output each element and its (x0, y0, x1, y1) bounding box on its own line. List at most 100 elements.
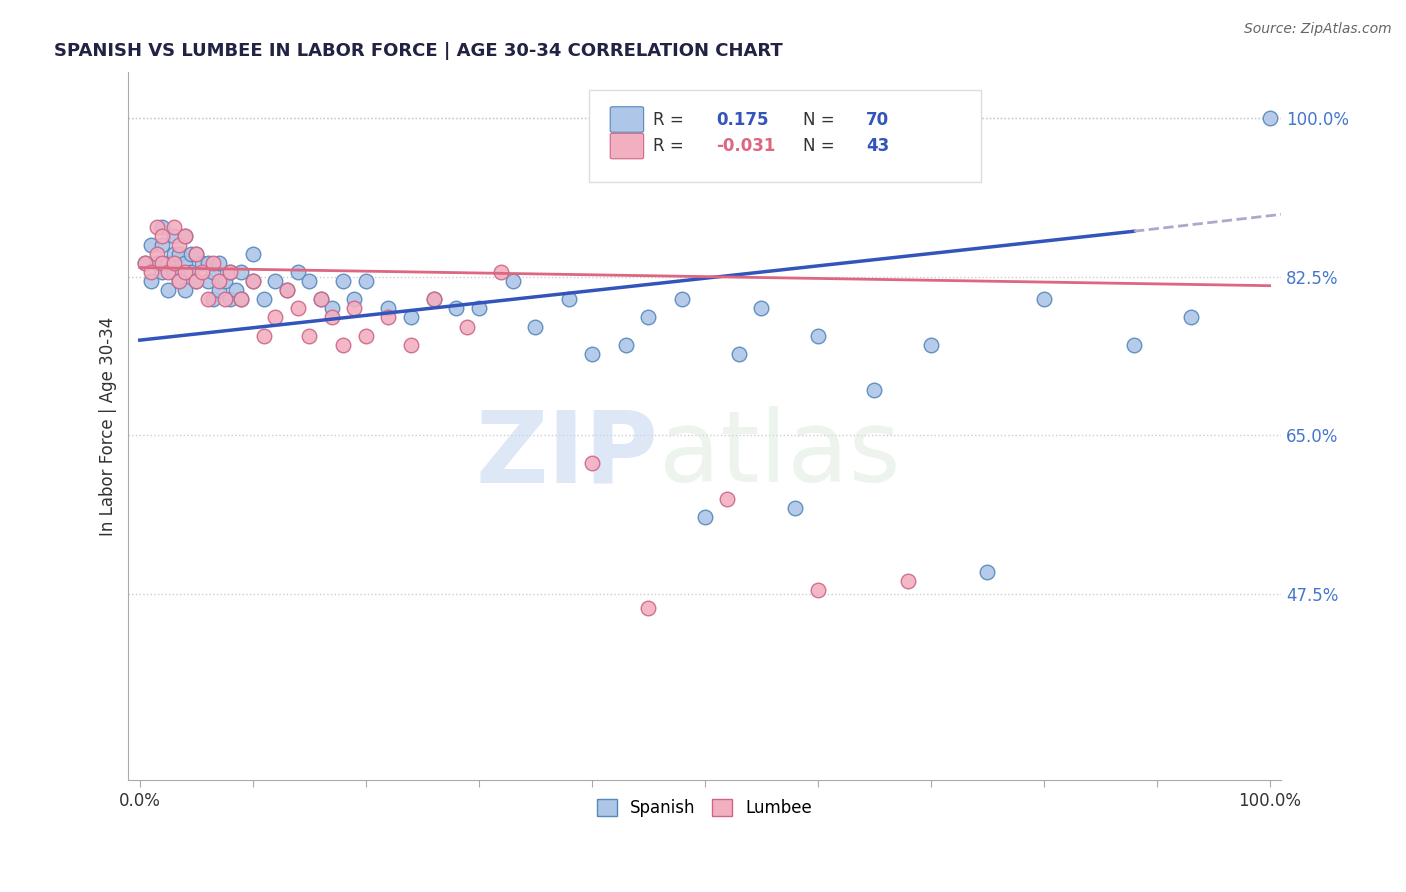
Point (134, 256, 156, 270)
Text: 70: 70 (866, 111, 889, 128)
Point (202, 256, 225, 270)
Point (264, 274, 287, 288)
Point (897, 574, 920, 588)
Point (637, 600, 659, 615)
Point (920, 337, 942, 351)
Point (231, 293, 253, 307)
Point (231, 293, 253, 307)
Point (491, 265, 513, 279)
Point (422, 293, 444, 307)
Point (186, 247, 208, 261)
Point (157, 265, 180, 279)
Point (186, 274, 208, 288)
Text: -0.031: -0.031 (716, 137, 776, 155)
Point (332, 274, 354, 288)
Point (253, 293, 276, 307)
Point (581, 456, 603, 470)
Point (671, 293, 693, 307)
Point (174, 283, 197, 297)
Point (693, 510, 716, 524)
Point (253, 328, 276, 343)
Point (174, 256, 197, 270)
Point (321, 310, 343, 325)
Point (163, 219, 186, 234)
Point (422, 293, 444, 307)
Point (208, 283, 231, 297)
Point (309, 293, 332, 307)
Point (163, 247, 186, 261)
Text: R =: R = (652, 137, 689, 155)
Point (524, 319, 547, 334)
Point (231, 265, 253, 279)
Point (186, 247, 208, 261)
Point (150, 238, 173, 252)
Point (208, 256, 231, 270)
Point (287, 301, 309, 316)
Point (309, 293, 332, 307)
Text: R =: R = (652, 111, 689, 128)
Point (150, 256, 173, 270)
Text: atlas: atlas (658, 406, 900, 503)
Point (637, 310, 659, 325)
Point (1123, 337, 1146, 351)
Text: ZIP: ZIP (475, 406, 658, 503)
Point (863, 383, 886, 397)
Point (298, 274, 321, 288)
FancyBboxPatch shape (610, 133, 644, 159)
Point (174, 265, 197, 279)
Point (197, 274, 219, 288)
Point (174, 228, 197, 243)
Point (174, 228, 197, 243)
Point (1032, 293, 1054, 307)
Text: SPANISH VS LUMBEE IN LABOR FORCE | AGE 30-34 CORRELATION CHART: SPANISH VS LUMBEE IN LABOR FORCE | AGE 3… (53, 42, 782, 60)
Point (1180, 310, 1202, 325)
Text: 0.175: 0.175 (716, 111, 769, 128)
Point (169, 247, 191, 261)
Point (343, 301, 366, 316)
Point (727, 347, 749, 361)
Point (276, 283, 298, 297)
Point (145, 247, 167, 261)
Point (169, 274, 191, 288)
Point (169, 274, 191, 288)
Point (502, 274, 524, 288)
Point (298, 328, 321, 343)
Point (444, 301, 467, 316)
Point (202, 265, 225, 279)
Point (785, 501, 807, 516)
Point (150, 265, 173, 279)
Text: N =: N = (803, 137, 839, 155)
Text: Source: ZipAtlas.com: Source: ZipAtlas.com (1244, 22, 1392, 37)
Point (219, 293, 242, 307)
Point (558, 293, 581, 307)
Y-axis label: In Labor Force | Age 30-34: In Labor Force | Age 30-34 (100, 317, 117, 536)
Point (354, 328, 377, 343)
Point (399, 310, 422, 325)
Point (242, 274, 264, 288)
Point (264, 310, 287, 325)
Point (399, 337, 422, 351)
Point (354, 274, 377, 288)
Point (332, 337, 354, 351)
FancyBboxPatch shape (610, 107, 644, 132)
Text: 43: 43 (866, 137, 890, 155)
Point (287, 265, 309, 279)
Text: N =: N = (803, 111, 839, 128)
Point (214, 293, 236, 307)
Point (157, 283, 180, 297)
Point (214, 274, 236, 288)
Point (219, 265, 242, 279)
Point (150, 228, 173, 243)
Point (976, 565, 998, 579)
Point (157, 256, 180, 270)
Legend: Spanish, Lumbee: Spanish, Lumbee (589, 790, 821, 825)
Point (807, 582, 830, 597)
Point (1258, 111, 1281, 125)
Point (145, 219, 167, 234)
Point (163, 228, 186, 243)
Point (377, 301, 399, 316)
Point (191, 265, 214, 279)
Point (163, 265, 186, 279)
Point (276, 283, 298, 297)
Point (139, 274, 162, 288)
